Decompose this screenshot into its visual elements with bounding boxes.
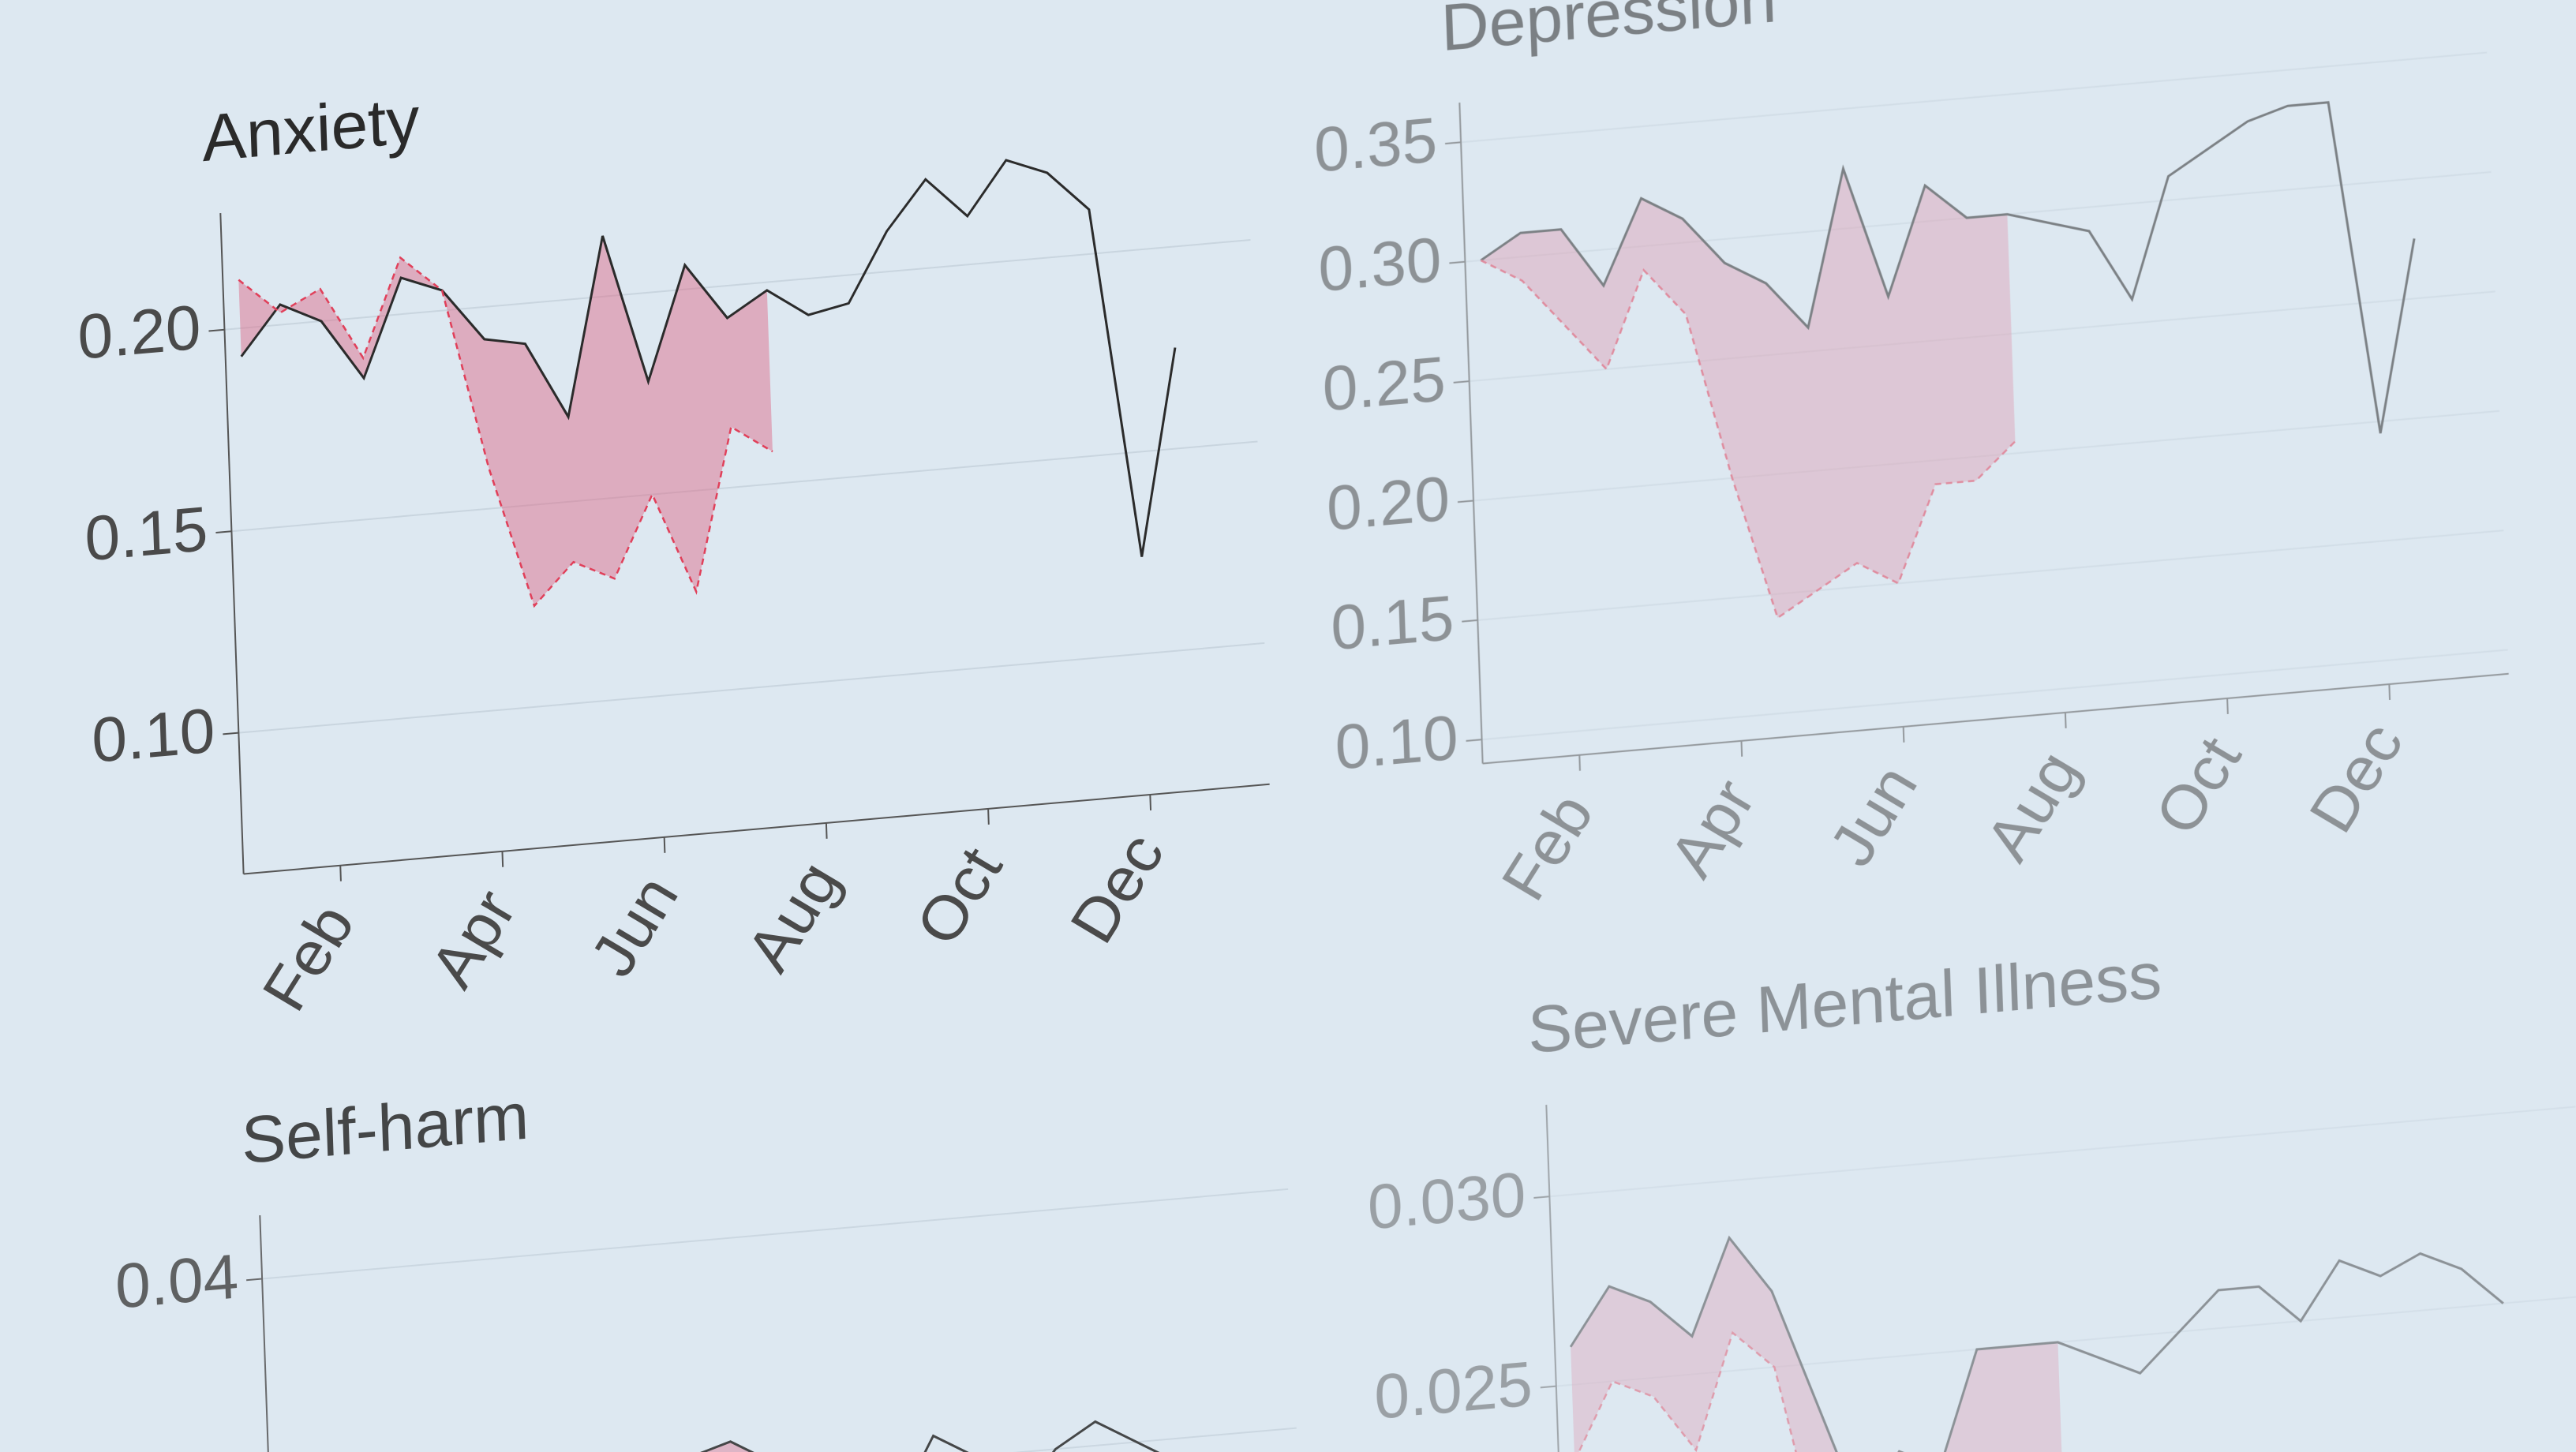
grid-line — [1473, 410, 2500, 502]
y-tick-label: 0.20 — [77, 292, 202, 372]
x-tick — [2064, 712, 2067, 728]
y-tick — [1533, 1196, 1550, 1199]
y-tick-label: 0.030 — [1366, 1158, 1526, 1242]
grid-line — [1461, 51, 2488, 144]
grid-line — [262, 1188, 1289, 1280]
y-tick — [1449, 260, 1466, 264]
y-tick-label: 0.15 — [84, 493, 209, 574]
y-tick-label: 0.025 — [1373, 1349, 1533, 1432]
observed-line — [240, 159, 1177, 557]
expected-line — [1480, 259, 2016, 619]
grid-line — [238, 642, 1265, 734]
y-tick — [1540, 1385, 1556, 1389]
grid-line — [1469, 290, 2496, 383]
y-tick — [215, 530, 232, 533]
grid-line — [1481, 649, 2508, 741]
gap-area — [238, 235, 773, 606]
y-tick-label: 0.20 — [1326, 462, 1451, 543]
y-tick — [1457, 500, 1474, 503]
x-axis — [243, 783, 1270, 875]
y-tick-label: 0.15 — [1330, 582, 1455, 663]
y-tick-label: 0.10 — [91, 695, 216, 776]
y-axis — [259, 1214, 284, 1452]
y-tick-label: 0.10 — [1334, 702, 1459, 782]
grid-line — [270, 1427, 1297, 1452]
x-tick — [2388, 683, 2391, 701]
grid-line — [231, 440, 1258, 533]
y-tick — [246, 1278, 263, 1282]
y-tick-label: 0.04 — [114, 1241, 240, 1322]
y-tick-label: 0.35 — [1313, 104, 1439, 185]
grid-line — [1549, 1106, 2576, 1198]
x-tick — [825, 822, 828, 839]
x-tick — [987, 808, 990, 825]
y-tick-label: 0.30 — [1317, 224, 1443, 305]
observed-line — [1569, 1235, 2504, 1452]
x-tick — [2226, 698, 2229, 714]
y-axis — [1458, 102, 1484, 764]
x-tick — [501, 851, 504, 867]
x-tick — [1149, 794, 1152, 811]
y-tick-label: 0.25 — [1321, 343, 1447, 424]
y-axis — [1545, 1104, 1571, 1452]
x-axis — [1482, 672, 2509, 765]
y-axis — [219, 212, 245, 874]
observed-line — [1480, 101, 2416, 434]
grid-line — [1556, 1295, 2576, 1387]
x-tick — [1740, 740, 1743, 757]
grid-line — [1477, 530, 2504, 621]
grid-line — [224, 239, 1251, 331]
x-tick — [1578, 754, 1581, 771]
y-tick — [1466, 739, 1482, 742]
y-tick — [1453, 380, 1470, 384]
gap-area — [1571, 1237, 2066, 1452]
y-tick — [208, 328, 225, 332]
y-tick — [223, 732, 239, 735]
x-tick — [339, 865, 342, 881]
y-tick — [1445, 141, 1462, 145]
expected-line — [238, 256, 773, 608]
y-tick — [1462, 619, 1478, 623]
